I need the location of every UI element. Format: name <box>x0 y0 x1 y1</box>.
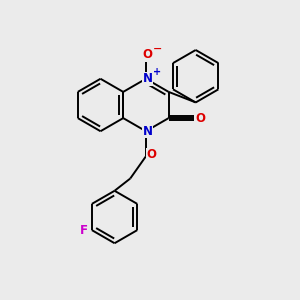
Text: F: F <box>80 224 88 237</box>
Text: N: N <box>142 72 152 85</box>
Text: −: − <box>153 44 162 54</box>
Text: +: + <box>153 67 161 77</box>
Text: O: O <box>196 112 206 124</box>
Text: O: O <box>146 148 156 161</box>
Text: N: N <box>142 125 152 138</box>
Text: O: O <box>142 48 152 61</box>
